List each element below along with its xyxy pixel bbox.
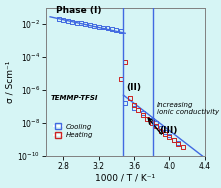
Point: [101, 26, 105, 29]
Point: [141, 113, 145, 116]
Point: [168, 136, 171, 139]
Point: [172, 139, 175, 142]
Text: (II): (II): [126, 83, 141, 92]
Point: [176, 141, 180, 144]
Point: [150, 118, 153, 121]
Text: TEMMP-TFSI: TEMMP-TFSI: [50, 95, 98, 101]
Legend: Cooling, Heating: Cooling, Heating: [51, 121, 96, 141]
Point: [66, 19, 70, 22]
Point: [62, 19, 65, 22]
Text: Phase (I): Phase (I): [56, 6, 102, 15]
Point: [88, 24, 92, 27]
Point: [159, 127, 162, 130]
Point: [114, 29, 118, 32]
Point: [163, 131, 167, 134]
Point: [145, 118, 149, 121]
X-axis label: 1000 / T / K⁻¹: 1000 / T / K⁻¹: [95, 174, 155, 182]
Point: [119, 29, 122, 32]
Point: [106, 27, 109, 30]
Point: [75, 21, 78, 24]
Point: [154, 125, 158, 128]
Point: [123, 61, 127, 64]
Point: [163, 132, 167, 135]
Y-axis label: σ / Scm⁻¹: σ / Scm⁻¹: [6, 61, 15, 103]
Point: [141, 112, 145, 115]
Point: [128, 97, 131, 100]
Point: [150, 122, 153, 125]
Point: [84, 23, 87, 26]
Point: [123, 102, 127, 105]
Point: [172, 138, 175, 141]
Point: [110, 28, 114, 31]
Point: [119, 77, 122, 80]
Point: [159, 129, 162, 132]
Point: [79, 22, 83, 25]
Point: [181, 146, 184, 149]
Point: [168, 134, 171, 137]
Point: [132, 104, 136, 107]
Point: [176, 142, 180, 145]
Point: [137, 108, 140, 111]
Text: (III): (III): [159, 126, 177, 135]
Text: Increasing
ionic conductivity: Increasing ionic conductivity: [157, 102, 219, 115]
Point: [57, 18, 61, 21]
Point: [97, 25, 101, 28]
Point: [93, 24, 96, 27]
Point: [132, 107, 136, 110]
Point: [154, 122, 158, 125]
Point: [70, 20, 74, 23]
